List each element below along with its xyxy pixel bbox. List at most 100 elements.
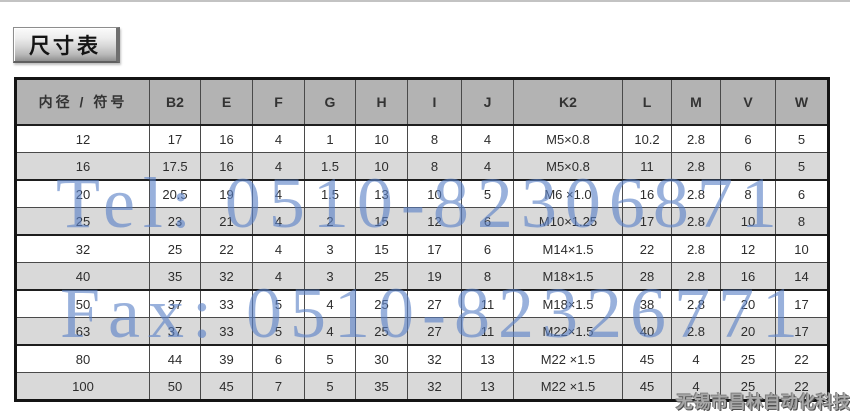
table-cell: M14×1.5 <box>513 234 623 263</box>
table-cell: 6 <box>720 152 776 181</box>
table-cell: 4 <box>671 344 721 373</box>
table-cell: 35 <box>355 372 408 402</box>
table-cell: 40 <box>15 262 150 291</box>
table-cell: 16 <box>200 124 253 153</box>
table-cell: 17 <box>149 124 201 153</box>
table-cell: 3 <box>304 262 356 291</box>
table-cell: 15 <box>355 207 408 236</box>
table-cell: 32 <box>407 344 462 373</box>
table-cell: 22 <box>200 234 253 263</box>
table-cell: 4 <box>252 152 305 181</box>
column-header: G <box>304 78 356 126</box>
table-cell: 10 <box>355 124 408 153</box>
table-cell: 13 <box>461 372 514 402</box>
table-cell: 19 <box>407 262 462 291</box>
table-cell: 38 <box>622 289 672 318</box>
table-cell: 100 <box>15 372 150 402</box>
table-cell: 7 <box>252 372 305 402</box>
table-cell: 25 <box>149 234 201 263</box>
table-cell: M5×0.8 <box>513 124 623 153</box>
table-cell: M18×1.5 <box>513 289 623 318</box>
table-cell: 5 <box>304 372 356 402</box>
table-cell: 25 <box>720 372 776 402</box>
table-cell: 16 <box>720 262 776 291</box>
table-cell: 1.5 <box>304 179 356 208</box>
table-cell: M5×0.8 <box>513 152 623 181</box>
table-cell: 4 <box>461 152 514 181</box>
table-row: 50 37 33 5 4 25 27 11 M18×1.5 38 2.8 20 17 <box>15 289 829 318</box>
column-header: M <box>671 78 721 126</box>
table-cell: 2.8 <box>671 262 721 291</box>
column-header: W <box>775 78 829 126</box>
table-header: 内径 / 符号 B2 E F G H I J K2 L M V W <box>15 78 829 126</box>
table-cell: 11 <box>622 152 672 181</box>
table-cell: 17 <box>775 289 829 318</box>
table-cell: 8 <box>407 152 462 181</box>
table-cell: 5 <box>461 179 514 208</box>
table-cell: 11 <box>461 289 514 318</box>
table-cell: 17 <box>407 234 462 263</box>
table-cell: 14 <box>775 262 829 291</box>
table-cell: 5 <box>304 344 356 373</box>
table-cell: 4 <box>461 124 514 153</box>
table-row: 63 37 33 5 4 25 27 11 M22×1.5 40 2.8 20 17 <box>15 317 829 346</box>
table-cell: 16 <box>200 152 253 181</box>
table-cell: 4 <box>252 207 305 236</box>
table-cell: 4 <box>252 179 305 208</box>
column-header: J <box>461 78 514 126</box>
table-cell: 2.8 <box>671 124 721 153</box>
table-cell: 20.5 <box>149 179 201 208</box>
column-header: F <box>252 78 305 126</box>
table-cell: 10 <box>355 152 408 181</box>
table-cell: 6 <box>252 344 305 373</box>
table-cell: 25 <box>15 207 150 236</box>
table-cell: 5 <box>252 317 305 346</box>
dimension-table-title-badge: 尺寸表 <box>13 27 120 63</box>
table-row: 25 23 21 4 2 15 12 6 M10×1.25 17 2.8 10 8 <box>15 207 829 236</box>
table-cell: 30 <box>355 344 408 373</box>
column-header: L <box>622 78 672 126</box>
table-cell: 4 <box>252 262 305 291</box>
table-row: 100 50 45 7 5 35 32 13 M22 ×1.5 45 4 25 22 <box>15 372 829 402</box>
table-cell: 33 <box>200 317 253 346</box>
column-header: H <box>355 78 408 126</box>
table-cell: 12 <box>407 207 462 236</box>
table-cell: 45 <box>200 372 253 402</box>
table-cell: 10 <box>407 179 462 208</box>
table-cell: 50 <box>15 289 150 318</box>
table-cell: M22 ×1.5 <box>513 344 623 373</box>
table-cell: 63 <box>15 317 150 346</box>
table-cell: 20 <box>720 317 776 346</box>
table-cell: 4 <box>671 372 721 402</box>
table-cell: 17 <box>775 317 829 346</box>
column-header: B2 <box>149 78 201 126</box>
table-cell: 6 <box>720 124 776 153</box>
table-cell: 33 <box>200 289 253 318</box>
table-cell: 6 <box>775 179 829 208</box>
table-cell: 20 <box>720 289 776 318</box>
table-cell: 15 <box>355 234 408 263</box>
table-cell: 10 <box>720 207 776 236</box>
table-cell: 27 <box>407 317 462 346</box>
table-cell: 5 <box>775 124 829 153</box>
table-cell: 25 <box>355 262 408 291</box>
table-row: 80 44 39 6 5 30 32 13 M22 ×1.5 45 4 25 22 <box>15 344 829 373</box>
table-cell: 13 <box>461 344 514 373</box>
table-cell: 11 <box>461 317 514 346</box>
table-cell: 8 <box>407 124 462 153</box>
company-watermark: 无锡市昌林自动化科技 <box>676 393 850 412</box>
table-cell: 45 <box>622 344 672 373</box>
table-cell: 10.2 <box>622 124 672 153</box>
table-body: 12 17 16 4 1 10 8 4 M5×0.8 10.2 2.8 6 5 16 17.5 16 4 1.5 1… <box>15 124 829 402</box>
table-cell: 10 <box>775 234 829 263</box>
table-cell: 35 <box>149 262 201 291</box>
table-cell: 2.8 <box>671 317 721 346</box>
table-cell: 37 <box>149 317 201 346</box>
dimension-table: 内径 / 符号 B2 E F G H I J K2 L M V W 12 17 16 4 1 10 8 4 M5×0.8… <box>14 77 830 402</box>
table-cell: 5 <box>252 289 305 318</box>
table-cell: 37 <box>149 289 201 318</box>
table-cell: 23 <box>149 207 201 236</box>
table-cell: 17 <box>622 207 672 236</box>
table-cell: 19 <box>200 179 253 208</box>
table-cell: 4 <box>304 317 356 346</box>
